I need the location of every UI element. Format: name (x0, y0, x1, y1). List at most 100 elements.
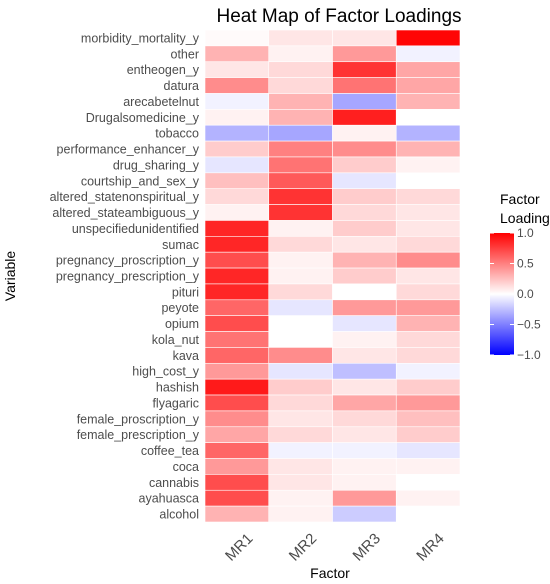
heatmap-cell (395, 156, 461, 174)
heatmap-cell (395, 299, 461, 316)
heatmap-cell (204, 410, 270, 428)
heatmap-cell (332, 204, 397, 221)
heatmap-cell (332, 378, 397, 396)
y-tick-label: high_cost_y (132, 365, 199, 379)
heatmap-cell (204, 315, 270, 332)
heatmap-cell (332, 267, 397, 285)
heatmap-cell (332, 283, 397, 301)
heatmap-cell (268, 204, 333, 221)
heatmap-cell (395, 109, 461, 126)
heatmap-cell (204, 458, 270, 475)
x-tick-label: MR1 (222, 530, 256, 564)
heatmap-cell (268, 299, 333, 316)
y-tick-label: female_prescription_y (77, 428, 200, 442)
heatmap-cell (268, 362, 333, 380)
heatmap-cell (204, 77, 270, 94)
heatmap-cell (268, 505, 333, 523)
heatmap-cell (332, 140, 397, 158)
heatmap-cell (395, 140, 461, 158)
y-tick-label: morbidity_mortality_y (81, 31, 200, 45)
heatmap-cell (268, 172, 333, 190)
y-tick-label: altered_statenonspiritual_y (50, 190, 200, 204)
y-tick-label: entheogen_y (127, 63, 200, 77)
heatmap-cell (268, 410, 333, 428)
heatmap-cell (268, 283, 333, 301)
heatmap-cell (395, 93, 461, 110)
y-tick-label: Drugalsomedicine_y (86, 111, 200, 125)
heatmap-cell (204, 93, 270, 110)
heatmap-cell (395, 331, 461, 348)
heatmap-cell (395, 474, 461, 491)
heatmap-cell (332, 45, 397, 63)
y-tick-label: kava (173, 349, 199, 363)
heatmap-cell (268, 378, 333, 396)
legend-tick-label: 1.0 (517, 226, 534, 240)
heatmap-cell (332, 236, 397, 253)
heatmap-cell (204, 362, 270, 380)
heatmap-cell (332, 109, 397, 126)
heatmap-cell (268, 45, 333, 63)
heatmap-cell (204, 204, 270, 221)
heatmap-cell (268, 315, 333, 332)
heatmap-cell (332, 93, 397, 110)
chart-title: Heat Map of Factor Loadings (216, 6, 461, 27)
y-tick-label: ayahuasca (139, 492, 200, 506)
heatmap-cell (332, 458, 397, 475)
heatmap-cell (268, 426, 333, 443)
heatmap-cell (332, 77, 397, 94)
heatmap-cell (268, 220, 333, 237)
y-tick-label: coca (173, 460, 199, 474)
heatmap-cell (268, 331, 333, 348)
heatmap-cell (204, 442, 270, 459)
heatmap-cell (204, 251, 270, 269)
heatmap-cell (395, 315, 461, 332)
y-tick-label: peyote (161, 301, 199, 315)
heatmap-cell (268, 474, 333, 491)
heatmap-cell (395, 347, 461, 364)
heatmap-cell (204, 236, 270, 253)
heatmap-cell (204, 347, 270, 364)
heatmap-cell (204, 474, 270, 491)
heatmap-cell (395, 172, 461, 190)
heatmap-cell (332, 474, 397, 491)
legend-tick-label: 0.5 (517, 257, 534, 271)
heatmap-cell (332, 251, 397, 269)
heatmap-cell (395, 45, 461, 63)
heatmap-cell (204, 45, 270, 63)
heatmap-cell (204, 267, 270, 285)
heatmap-cell (268, 188, 333, 205)
y-tick-label: drug_sharing_y (113, 158, 200, 172)
heatmap-cell (395, 220, 461, 237)
heatmap-cell (395, 204, 461, 221)
y-tick-label: altered_stateambiguous_y (52, 206, 199, 220)
heatmap-cell (332, 505, 397, 523)
y-axis-title: Variable (2, 251, 18, 302)
legend-title-line-1: Factor (500, 191, 540, 207)
heatmap-cell (268, 236, 333, 253)
legend-ticks: 1.0 0.5 0.0 −0.5 −1.0 (490, 226, 541, 362)
heatmap-cell (204, 394, 270, 412)
heatmap-cell (204, 109, 270, 126)
heatmap-cell (204, 140, 270, 158)
heatmap-cell (395, 77, 461, 94)
y-tick-label: alcohol (159, 508, 199, 522)
x-tick-labels: MR1 MR2 MR3 MR4 (222, 530, 448, 564)
y-tick-label: pituri (172, 285, 199, 299)
heatmap-cell (268, 458, 333, 475)
y-tick-label: pregnancy_prescription_y (56, 270, 200, 284)
heatmap-cell (332, 362, 397, 380)
x-tick-label: MR3 (350, 530, 384, 564)
y-tick-label: opium (165, 317, 199, 331)
heatmap-cell (268, 77, 333, 94)
heatmap-cell (332, 315, 397, 332)
y-tick-label: unspecifiedunidentified (72, 222, 199, 236)
heatmap-cell (395, 410, 461, 428)
heatmap-cell (268, 109, 333, 126)
heatmap-cell (332, 172, 397, 190)
heatmap-cell (268, 267, 333, 285)
heatmap-cell (395, 458, 461, 475)
heatmap-cell (204, 489, 270, 507)
heatmap-cell (204, 299, 270, 316)
heatmap-cell (395, 188, 461, 205)
